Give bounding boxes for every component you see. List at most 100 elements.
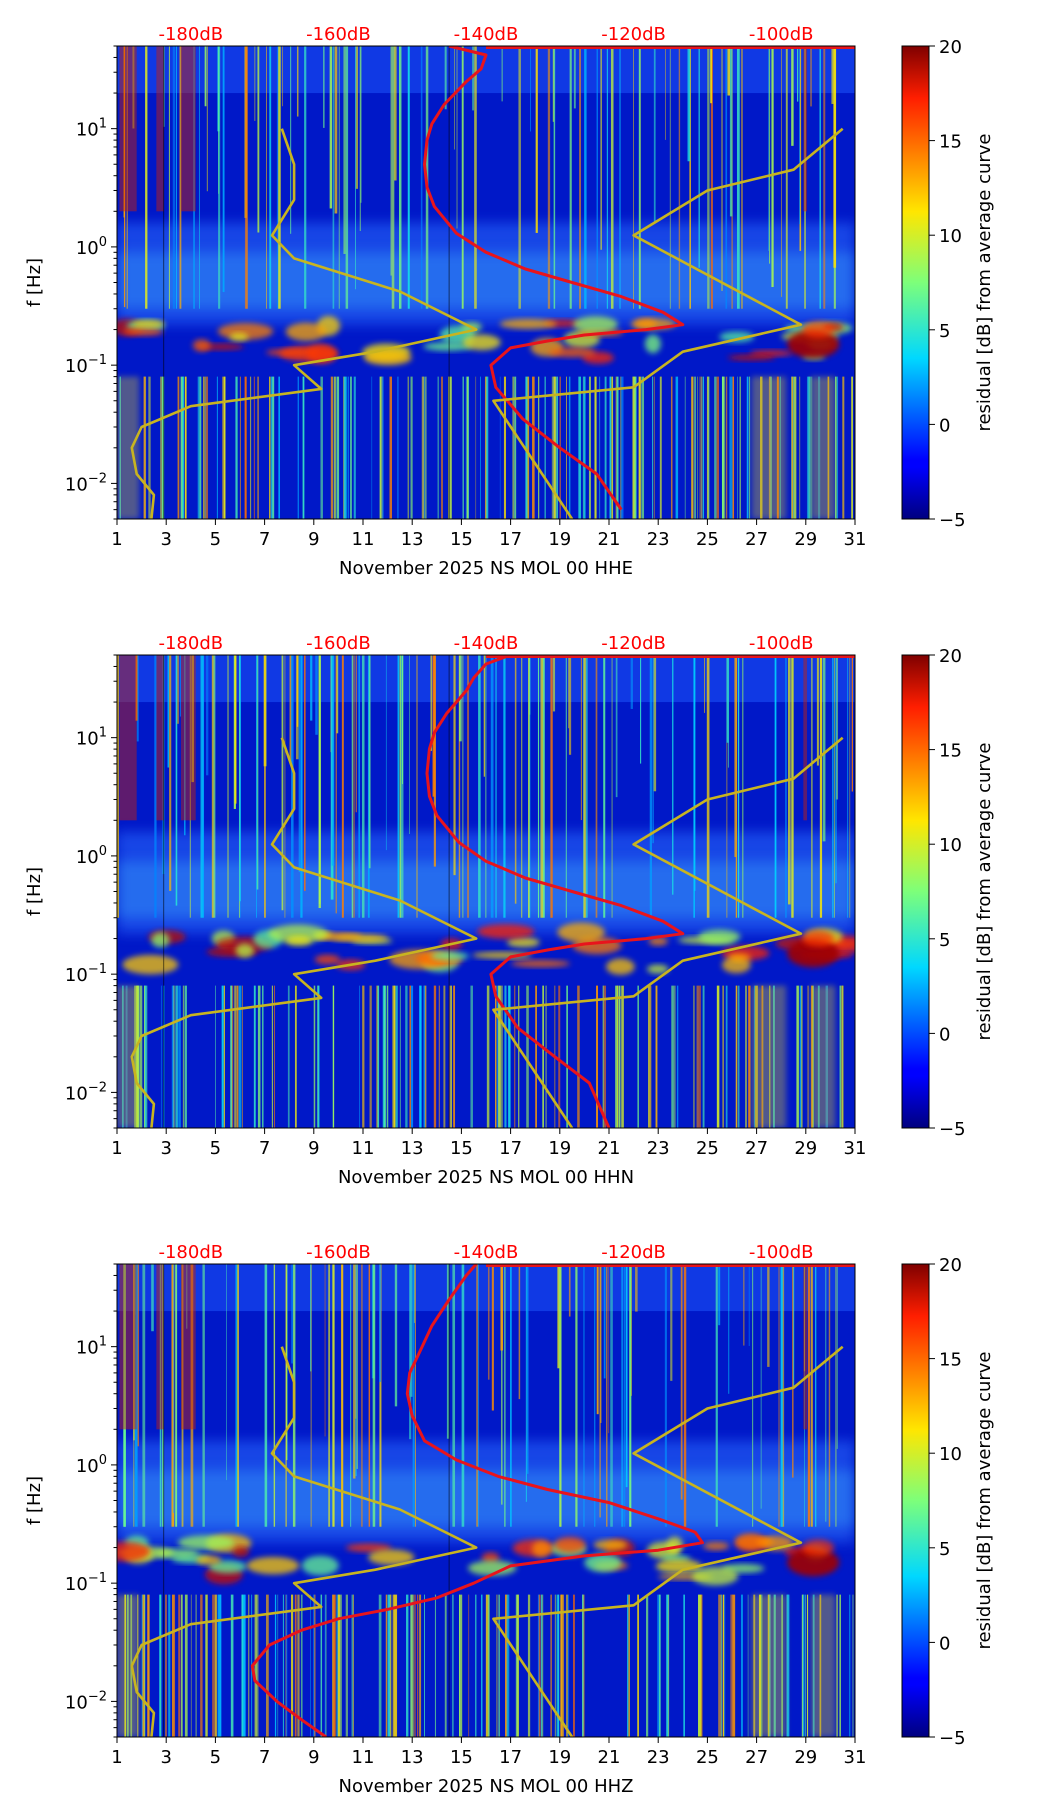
colorbar-tick-label: 5 (939, 930, 950, 951)
median-psd-line (250, 1264, 704, 1737)
colorbar-tick-label: 10 (939, 1444, 962, 1465)
x-tick-label: 21 (598, 1138, 621, 1159)
colorbar-tick-label: 5 (939, 321, 950, 342)
x-tick-label: 5 (210, 1747, 221, 1768)
db-label: -120dB (601, 24, 666, 45)
low-noise-model-line (130, 737, 478, 1128)
x-tick-label: 5 (210, 1138, 221, 1159)
x-axis-label: November 2025 NS MOL 00 HHE (339, 558, 633, 579)
x-tick-label: 23 (647, 1138, 670, 1159)
x-tick-label: 23 (647, 1747, 670, 1768)
db-label: -160dB (306, 1242, 371, 1263)
x-tick-label: 5 (210, 529, 221, 550)
colorbar-tick-label: 20 (939, 1255, 962, 1276)
db-label: -120dB (601, 633, 666, 654)
x-tick-label: 25 (696, 1138, 719, 1159)
x-tick-label: 25 (696, 529, 719, 550)
colorbar-label: residual [dB] from average curve (974, 742, 995, 1040)
y-axis-label: f [Hz] (24, 867, 45, 916)
low-noise-model-line (130, 128, 478, 519)
x-tick-label: 11 (352, 1138, 375, 1159)
db-label: -100dB (749, 1242, 814, 1263)
x-axis-label: November 2025 NS MOL 00 HHZ (339, 1776, 634, 1797)
x-tick-label: 27 (745, 529, 768, 550)
x-tick-label: 7 (259, 1138, 270, 1159)
x-tick-label: 9 (308, 1747, 319, 1768)
x-tick-label: 1 (111, 1747, 122, 1768)
y-tick-label: 100 (76, 235, 107, 259)
x-tick-label: 29 (794, 1138, 817, 1159)
db-label: -160dB (306, 633, 371, 654)
colorbar-label: residual [dB] from average curve (974, 1351, 995, 1649)
colorbar-tick-label: −5 (939, 1119, 966, 1140)
x-tick-label: 17 (499, 1747, 522, 1768)
y-tick-label: 101 (76, 726, 107, 750)
colorbar-tick-label: 0 (939, 1633, 950, 1654)
x-tick-label: 25 (696, 1747, 719, 1768)
colorbar-tick-label: 10 (939, 835, 962, 856)
x-tick-label: 3 (160, 1138, 171, 1159)
x-tick-label: 1 (111, 529, 122, 550)
colorbar-tick-label: 20 (939, 37, 962, 58)
db-label: -120dB (601, 1242, 666, 1263)
y-tick-label: 10−2 (65, 471, 107, 495)
spectrogram-image (117, 1264, 855, 1737)
x-tick-label: 13 (401, 1747, 424, 1768)
colorbar-tick-label: 15 (939, 1350, 962, 1371)
db-label: -180dB (158, 633, 223, 654)
x-tick-label: 31 (844, 1138, 867, 1159)
y-tick-label: 10−2 (65, 1080, 107, 1104)
x-tick-label: 23 (647, 529, 670, 550)
spectrogram-image (117, 46, 855, 519)
x-tick-label: 15 (450, 529, 473, 550)
x-tick-label: 7 (259, 529, 270, 550)
median-psd-line (425, 655, 685, 1128)
y-tick-label: 101 (76, 117, 107, 141)
high-noise-model-line (492, 736, 844, 1128)
x-tick-label: 7 (259, 1747, 270, 1768)
x-tick-label: 31 (844, 1747, 867, 1768)
colorbar: 20 15 10 5 0 −5 residual [dB] from average cur… (901, 1255, 995, 1749)
x-tick-label: 29 (794, 529, 817, 550)
y-axis-label: f [Hz] (24, 1476, 45, 1525)
x-tick-label: 27 (745, 1138, 768, 1159)
x-tick-label: 3 (160, 529, 171, 550)
x-tick-label: 13 (401, 1138, 424, 1159)
y-tick-label: 10−2 (65, 1689, 107, 1713)
high-noise-model-line (492, 127, 844, 519)
x-tick-label: 15 (450, 1138, 473, 1159)
x-tick-label: 15 (450, 1747, 473, 1768)
x-tick-label: 11 (352, 1747, 375, 1768)
y-tick-label: 10−1 (65, 1571, 107, 1595)
x-tick-label: 21 (598, 1747, 621, 1768)
x-tick-label: 19 (548, 529, 571, 550)
db-label: -140dB (454, 1242, 519, 1263)
y-tick-label: 100 (76, 844, 107, 868)
db-label: -140dB (454, 633, 519, 654)
low-noise-model-line (130, 1346, 478, 1737)
x-tick-label: 21 (598, 529, 621, 550)
y-tick-label: 10−1 (65, 962, 107, 986)
x-tick-label: 31 (844, 529, 867, 550)
colorbar-tick-label: 0 (939, 1024, 950, 1045)
x-tick-label: 19 (548, 1747, 571, 1768)
db-label: -100dB (749, 24, 814, 45)
colorbar-tick-label: 20 (939, 646, 962, 667)
colorbar: 20 15 10 5 0 −5 residual [dB] from average cur… (901, 37, 995, 531)
db-label: -180dB (158, 24, 223, 45)
colorbar-tick-label: −5 (939, 1728, 966, 1749)
colorbar-tick-label: 15 (939, 741, 962, 762)
x-tick-label: 17 (499, 1138, 522, 1159)
x-tick-label: 19 (548, 1138, 571, 1159)
colorbar-label: residual [dB] from average curve (974, 133, 995, 431)
x-tick-label: 1 (111, 1138, 122, 1159)
db-label: -140dB (454, 24, 519, 45)
spectrogram-image (117, 655, 855, 1128)
x-tick-label: 29 (794, 1747, 817, 1768)
x-tick-label: 13 (401, 529, 424, 550)
db-label: -160dB (306, 24, 371, 45)
